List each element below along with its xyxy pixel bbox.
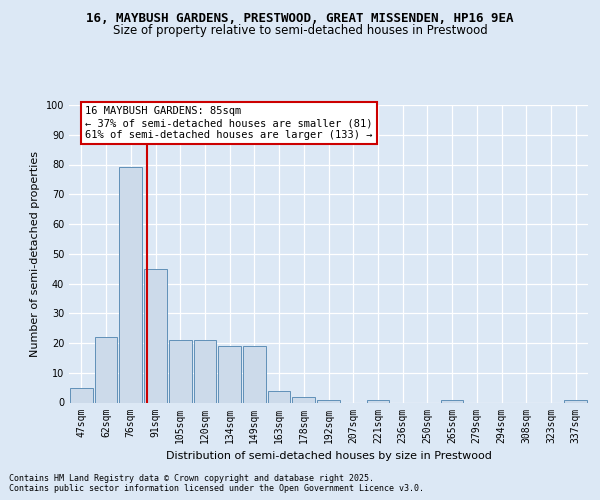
Bar <box>564 400 587 402</box>
Bar <box>317 400 340 402</box>
Bar <box>292 396 315 402</box>
Bar <box>119 168 142 402</box>
Bar <box>268 390 290 402</box>
X-axis label: Distribution of semi-detached houses by size in Prestwood: Distribution of semi-detached houses by … <box>166 451 491 461</box>
Text: Contains public sector information licensed under the Open Government Licence v3: Contains public sector information licen… <box>9 484 424 493</box>
Text: 16, MAYBUSH GARDENS, PRESTWOOD, GREAT MISSENDEN, HP16 9EA: 16, MAYBUSH GARDENS, PRESTWOOD, GREAT MI… <box>86 12 514 26</box>
Bar <box>243 346 266 403</box>
Bar <box>144 268 167 402</box>
Text: Contains HM Land Registry data © Crown copyright and database right 2025.: Contains HM Land Registry data © Crown c… <box>9 474 374 483</box>
Bar <box>169 340 191 402</box>
Bar <box>95 337 118 402</box>
Bar <box>70 388 93 402</box>
Text: Size of property relative to semi-detached houses in Prestwood: Size of property relative to semi-detach… <box>113 24 487 37</box>
Bar <box>218 346 241 403</box>
Y-axis label: Number of semi-detached properties: Number of semi-detached properties <box>30 151 40 357</box>
Text: 16 MAYBUSH GARDENS: 85sqm
← 37% of semi-detached houses are smaller (81)
61% of : 16 MAYBUSH GARDENS: 85sqm ← 37% of semi-… <box>85 106 373 140</box>
Bar <box>367 400 389 402</box>
Bar <box>441 400 463 402</box>
Bar <box>194 340 216 402</box>
